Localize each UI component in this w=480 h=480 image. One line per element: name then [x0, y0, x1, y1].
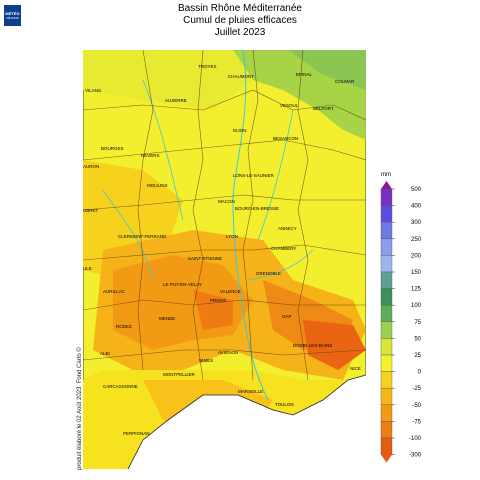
logo-text-1: MÉTÉO	[5, 11, 20, 16]
legend-unit: mm	[381, 172, 391, 178]
city-label: PERPIGNAN	[123, 431, 150, 436]
legend-swatch	[380, 255, 393, 273]
city-label: TOULON	[275, 402, 294, 407]
legend-tick-label: 0	[418, 370, 422, 376]
city-label: MOULINS	[147, 183, 168, 188]
legend-swatch	[380, 371, 393, 389]
city-label: BELFORT	[313, 106, 334, 111]
rainfall-map: TROYES CHAUMONT EPINAL COLMAR VILANS AUX…	[83, 50, 366, 469]
city-label: LYON	[226, 234, 238, 239]
legend-swatch	[380, 304, 393, 322]
legend-swatch	[380, 387, 393, 405]
legend-tick-label: -75	[412, 419, 421, 425]
city-label: GAP	[282, 314, 292, 319]
legend-tick-label: 250	[411, 237, 422, 243]
city-label: VILANS	[85, 88, 101, 93]
city-label: AURILLAC	[103, 289, 126, 294]
city-label: CHAUMONT	[228, 74, 254, 79]
legend-tick-label: 100	[411, 303, 422, 309]
city-label: CHAMBERY	[271, 246, 296, 251]
legend-tick-label: 125	[411, 287, 422, 293]
legend-colorbar: 5004003002502001501251007550250-25-50-75…	[380, 181, 422, 463]
legend-tick-label: -300	[409, 453, 422, 459]
city-label: RODEZ	[116, 324, 132, 329]
legend-tick-label: 200	[411, 253, 422, 259]
city-label: LE PUY-EN-VELAY	[163, 282, 202, 287]
city-label: MACON	[218, 199, 235, 204]
legend-swatch	[380, 321, 393, 339]
city-label: VALENCE	[220, 289, 241, 294]
city-label: MARSEILLE	[238, 389, 263, 394]
legend-swatch	[380, 271, 393, 289]
legend-swatch	[380, 238, 393, 256]
legend-swatch	[380, 188, 393, 206]
legend-tick-label: -50	[412, 403, 421, 409]
legend-swatch	[380, 404, 393, 422]
map-title: Bassin Rhône Méditerranée	[178, 3, 302, 14]
legend-tick-label: 50	[414, 336, 421, 342]
map-subtitle: Cumul de pluies efficaces	[183, 15, 297, 26]
city-label: NIMES	[199, 358, 213, 363]
legend-lower-triangle	[381, 454, 392, 463]
city-label: DIJON	[233, 128, 247, 133]
city-label: DIGNE-LES-BAINS	[293, 343, 332, 348]
legend-swatch	[380, 205, 393, 223]
city-label: BOURGES	[101, 146, 124, 151]
legend-tick-label: -25	[412, 386, 421, 392]
legend-tick-label: 150	[411, 270, 422, 276]
legend-swatch	[380, 354, 393, 372]
city-label: CARCASSONNE	[103, 384, 138, 389]
legend-tick-label: 25	[414, 353, 421, 359]
city-label: BOURG-EN-BRESSE	[235, 206, 279, 211]
legend-tick-label: 300	[411, 220, 422, 226]
legend-tick-label: 75	[414, 320, 421, 326]
city-label: BESANCON	[273, 136, 298, 141]
city-label: SAINT-ETIENNE	[188, 256, 222, 261]
city-label: AURON	[83, 164, 99, 169]
legend-swatch	[380, 421, 393, 439]
legend-swatch	[380, 437, 393, 455]
logo-text-2: FRANCE	[6, 16, 19, 20]
legend-swatch	[380, 288, 393, 306]
city-label: NEVERS	[141, 153, 160, 158]
city-label: UBRET	[83, 208, 99, 213]
map-period: Juillet 2023	[214, 27, 266, 38]
city-label: EPINAL	[296, 72, 313, 77]
legend-tick-label: 500	[411, 187, 422, 193]
meteo-france-logo: MÉTÉO FRANCE	[4, 5, 21, 26]
city-label: CLERMONT-FERRAND	[118, 234, 167, 239]
city-label: PRIVAS	[210, 298, 226, 303]
legend-upper-triangle	[381, 181, 392, 189]
city-label: NICE	[350, 366, 361, 371]
city-label: ALBI	[100, 351, 110, 356]
legend-tick-label: -100	[409, 436, 422, 442]
city-label: ULE	[83, 266, 92, 271]
production-credit: produit élaboré le 02 Août 2023 Fond Car…	[77, 347, 83, 470]
city-label: COLMAR	[335, 79, 355, 84]
legend-swatch	[380, 338, 393, 356]
city-label: AUXERRE	[165, 98, 187, 103]
city-label: ANNECY	[278, 226, 297, 231]
city-label: GRENOBLE	[256, 271, 281, 276]
city-label: VESOUL	[280, 103, 299, 108]
legend-swatch	[380, 222, 393, 240]
city-label: MENDE	[159, 316, 175, 321]
city-label: MONTPELLIER	[163, 372, 196, 377]
city-label: TROYES	[198, 64, 217, 69]
legend-tick-label: 400	[411, 204, 422, 210]
city-label: LONS-LE-SAUNIER	[233, 173, 275, 178]
city-label: AVIGNON	[218, 350, 238, 355]
